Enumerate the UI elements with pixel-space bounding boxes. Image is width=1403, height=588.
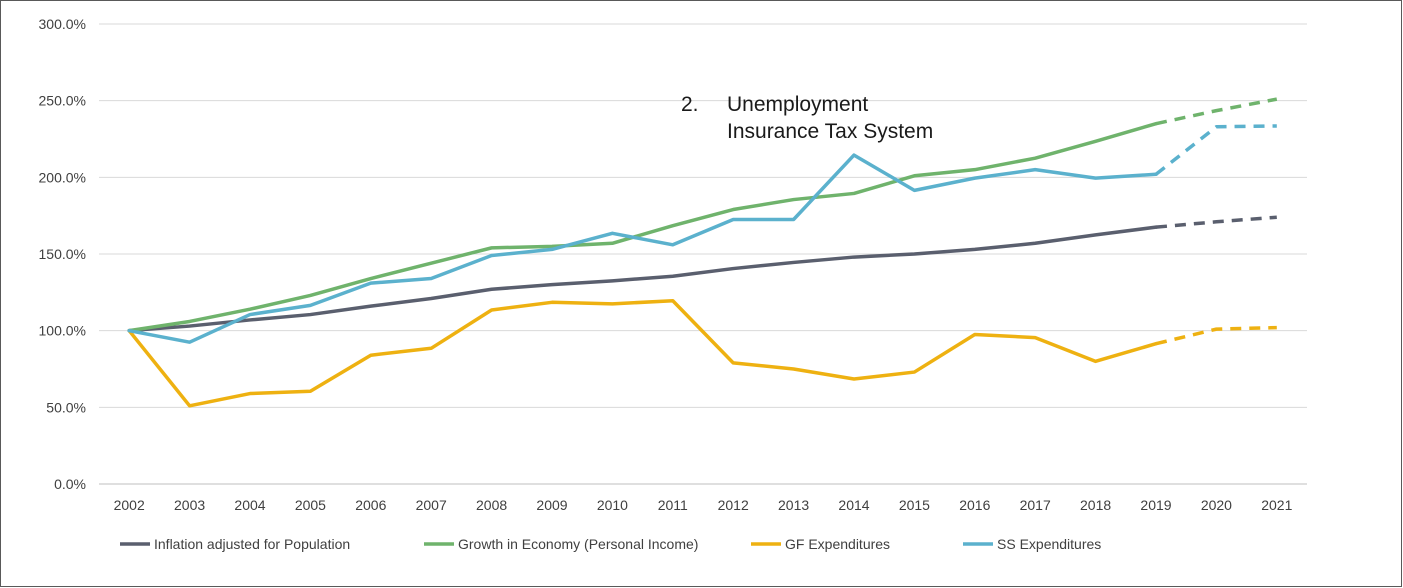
series-line-projected	[1154, 124, 1277, 176]
y-tick-label: 0.0%	[54, 476, 86, 492]
series-line-projected	[1155, 215, 1277, 229]
annotation-number: 2.	[681, 93, 699, 116]
x-tick-label: 2006	[355, 497, 386, 513]
x-tick-label: 2013	[778, 497, 809, 513]
x-tick-label: 2008	[476, 497, 507, 513]
y-tick-label: 200.0%	[39, 169, 86, 185]
x-tick-label: 2002	[114, 497, 145, 513]
series-lines	[127, 97, 1278, 408]
x-tick-label: 2009	[536, 497, 567, 513]
chart-annotation: 2. Unemployment Insurance Tax System	[681, 93, 933, 143]
x-tick-label: 2019	[1140, 497, 1171, 513]
x-tick-label: 2016	[959, 497, 990, 513]
x-tick-label: 2021	[1261, 497, 1292, 513]
x-tick-label: 2020	[1201, 497, 1232, 513]
series-line-actual	[127, 153, 1158, 344]
x-tick-label: 2004	[234, 497, 265, 513]
x-tick-label: 2012	[718, 497, 749, 513]
y-tick-label: 150.0%	[39, 246, 86, 262]
x-tick-label: 2011	[658, 497, 688, 513]
legend-label: GF Expenditures	[785, 536, 890, 552]
y-tick-label: 100.0%	[39, 323, 86, 339]
series-line-projected	[1155, 97, 1278, 126]
legend-label: Inflation adjusted for Population	[154, 536, 350, 552]
series-line-actual	[127, 299, 1158, 408]
legend-label: SS Expenditures	[997, 536, 1101, 552]
x-tick-label: 2007	[416, 497, 447, 513]
x-tick-label: 2017	[1020, 497, 1051, 513]
series-line-actual	[127, 121, 1158, 333]
x-tick-label: 2015	[899, 497, 930, 513]
series-line-projected	[1155, 325, 1277, 346]
x-tick-label: 2003	[174, 497, 205, 513]
y-tick-label: 50.0%	[46, 399, 86, 415]
x-axis-labels: 2002 2003 2004 2005 2006 2007 2008 2009 2010 2011…	[114, 497, 1293, 513]
x-tick-label: 2010	[597, 497, 628, 513]
x-tick-label: 2005	[295, 497, 326, 513]
y-axis-labels: 0.0% 50.0% 100.0% 150.0% 200.0% 250.0% 300.0%	[39, 16, 86, 492]
y-tick-label: 250.0%	[39, 93, 86, 109]
annotation-line-1: Unemployment	[727, 93, 868, 116]
x-tick-label: 2014	[838, 497, 869, 513]
x-tick-label: 2018	[1080, 497, 1111, 513]
legend-label: Growth in Economy (Personal Income)	[458, 536, 698, 552]
y-tick-label: 300.0%	[39, 16, 86, 32]
legend: Inflation adjusted for Population Growth …	[120, 536, 1101, 552]
annotation-line-2: Insurance Tax System	[727, 120, 933, 143]
series-line-actual	[127, 225, 1158, 333]
